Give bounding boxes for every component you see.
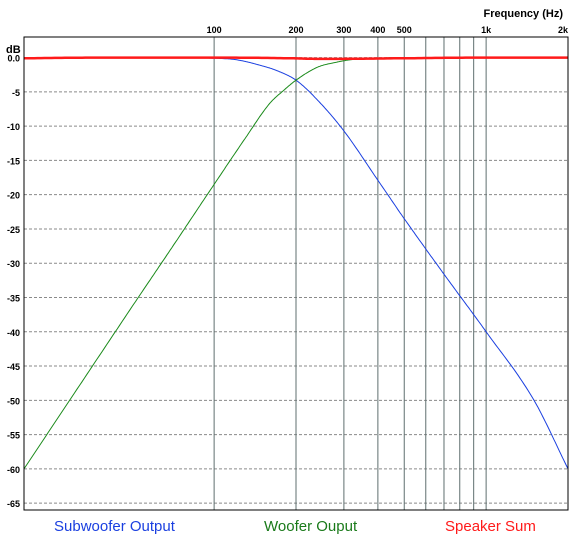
x-tick-label: 1k — [481, 25, 492, 35]
x-tick-label: 500 — [397, 25, 412, 35]
y-tick-label: -50 — [7, 396, 20, 406]
x-tick-label: 200 — [288, 25, 303, 35]
y-tick-label: -20 — [7, 191, 20, 201]
y-tick-label: -55 — [7, 431, 20, 441]
grid — [24, 37, 568, 510]
y-tick-label: -40 — [7, 328, 20, 338]
x-tick-label: 400 — [370, 25, 385, 35]
y-tick-label: 0.0 — [7, 54, 20, 64]
legend-speaker-sum: Speaker Sum — [445, 518, 536, 535]
y-tick-label: -60 — [7, 465, 20, 475]
y-axis-label: dB — [6, 44, 21, 56]
y-tick-label: -65 — [7, 499, 20, 509]
legend-subwoofer-output: Subwoofer Output — [54, 518, 175, 535]
y-tick-label: -25 — [7, 225, 20, 235]
x-tick-label: 100 — [207, 25, 222, 35]
plot-frame — [23, 36, 569, 511]
series-lines — [23, 56, 569, 470]
speaker-sum-line — [23, 56, 568, 61]
y-tick-label: -35 — [7, 293, 20, 303]
y-tick-label: -45 — [7, 362, 20, 372]
y-tick-label: -5 — [12, 88, 20, 98]
tick-labels: 0.0 -5 -10 -15 -20 -25 -30 -35 -40 -45 -50 -55 -60 -6… — [7, 25, 569, 509]
y-tick-label: -15 — [7, 156, 20, 166]
y-tick-label: -30 — [7, 259, 20, 269]
legend-woofer-output: Woofer Ouput — [264, 518, 358, 535]
y-tick-label: -10 — [7, 122, 20, 132]
x-axis-label: Frequency (Hz) — [484, 8, 564, 20]
x-tick-label: 2k — [558, 25, 569, 35]
x-tick-label: 300 — [336, 25, 351, 35]
